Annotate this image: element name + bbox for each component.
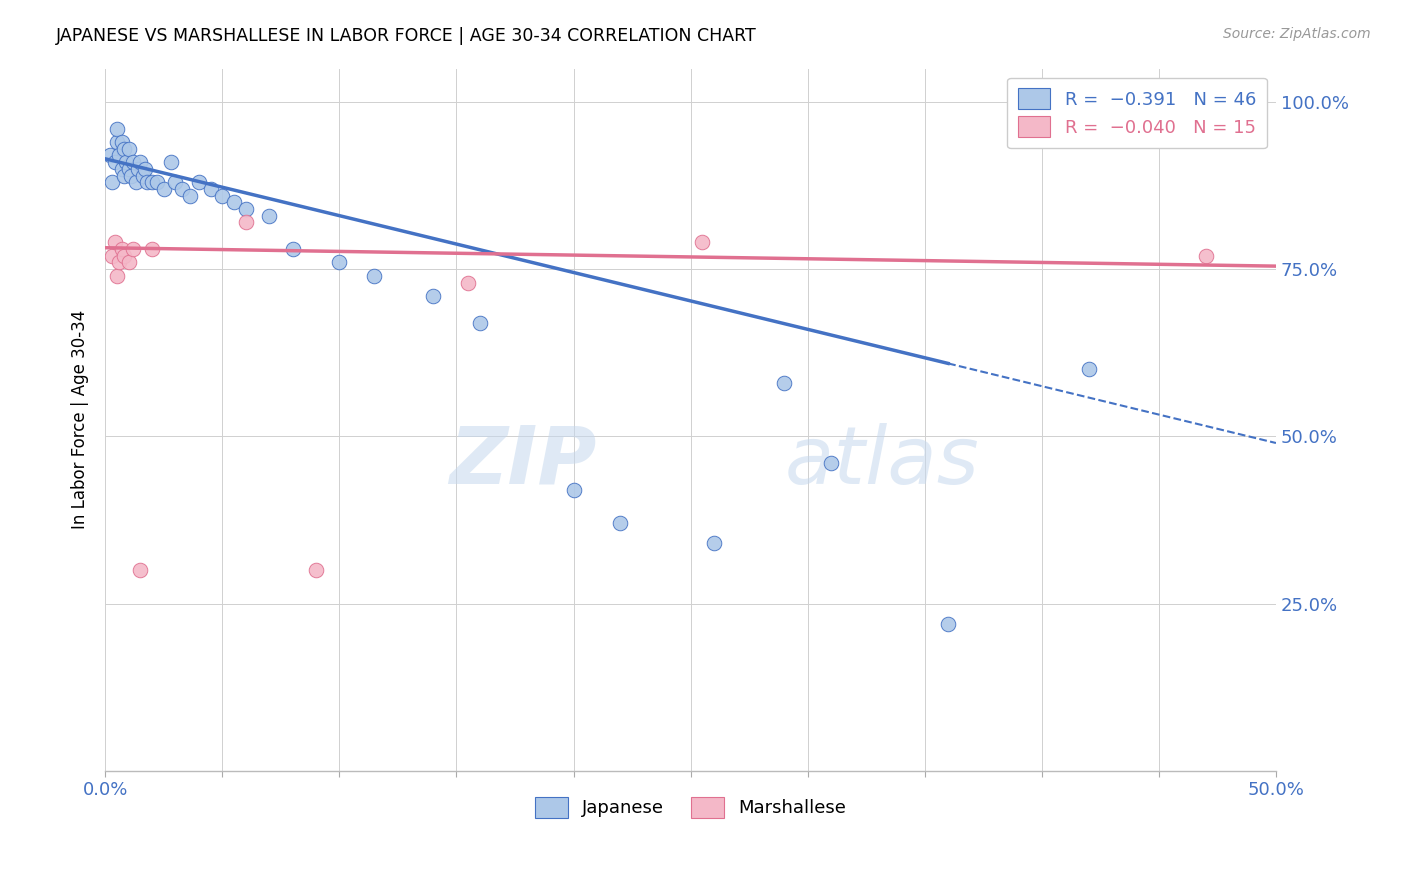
Point (1195, 249, 1218, 263)
Point (101, 175, 124, 189)
Point (328, 255, 350, 269)
Point (1077, 362, 1099, 376)
Point (820, 456, 842, 470)
Point (172, 182, 194, 196)
Point (134, 161, 156, 176)
Point (112, 249, 135, 263)
Point (936, 616, 959, 631)
Point (773, 376, 796, 390)
Text: Source: ZipAtlas.com: Source: ZipAtlas.com (1223, 27, 1371, 41)
Point (110, 242, 132, 256)
Point (305, 563, 328, 577)
Point (422, 289, 444, 303)
Point (103, 155, 125, 169)
Point (609, 516, 631, 531)
Point (108, 148, 131, 162)
Point (117, 255, 139, 269)
Point (105, 135, 128, 149)
Point (159, 155, 181, 169)
Point (281, 242, 304, 256)
Point (457, 276, 479, 290)
Point (129, 563, 152, 577)
Point (101, 249, 124, 263)
Point (105, 121, 128, 136)
Point (122, 242, 145, 256)
Point (222, 195, 245, 210)
Y-axis label: In Labor Force | Age 30-34: In Labor Force | Age 30-34 (72, 310, 89, 529)
Legend: Japanese, Marshallese: Japanese, Marshallese (527, 789, 853, 825)
Text: atlas: atlas (785, 423, 979, 500)
Point (145, 175, 167, 189)
Point (257, 209, 280, 223)
Point (363, 268, 385, 283)
Point (152, 182, 174, 196)
Point (136, 175, 159, 189)
Point (165, 175, 187, 189)
Point (124, 175, 146, 189)
Text: ZIP: ZIP (450, 423, 598, 500)
Point (562, 483, 585, 497)
Point (468, 316, 491, 330)
Point (703, 536, 725, 550)
Point (120, 169, 142, 183)
Point (200, 182, 222, 196)
Point (690, 235, 713, 250)
Point (110, 161, 132, 176)
Point (127, 161, 149, 176)
Point (108, 255, 131, 269)
Point (131, 169, 153, 183)
Point (187, 175, 209, 189)
Point (98, 148, 121, 162)
Point (141, 242, 163, 256)
Point (112, 142, 135, 156)
Point (235, 215, 257, 229)
Point (110, 135, 132, 149)
Point (103, 235, 125, 250)
Point (141, 175, 163, 189)
Point (129, 155, 152, 169)
Point (115, 155, 138, 169)
Point (211, 188, 233, 202)
Point (122, 155, 145, 169)
Text: JAPANESE VS MARSHALLESE IN LABOR FORCE | AGE 30-34 CORRELATION CHART: JAPANESE VS MARSHALLESE IN LABOR FORCE |… (56, 27, 756, 45)
Point (235, 202, 257, 216)
Point (105, 268, 128, 283)
Point (179, 188, 201, 202)
Point (117, 142, 139, 156)
Point (117, 161, 139, 176)
Point (112, 169, 135, 183)
